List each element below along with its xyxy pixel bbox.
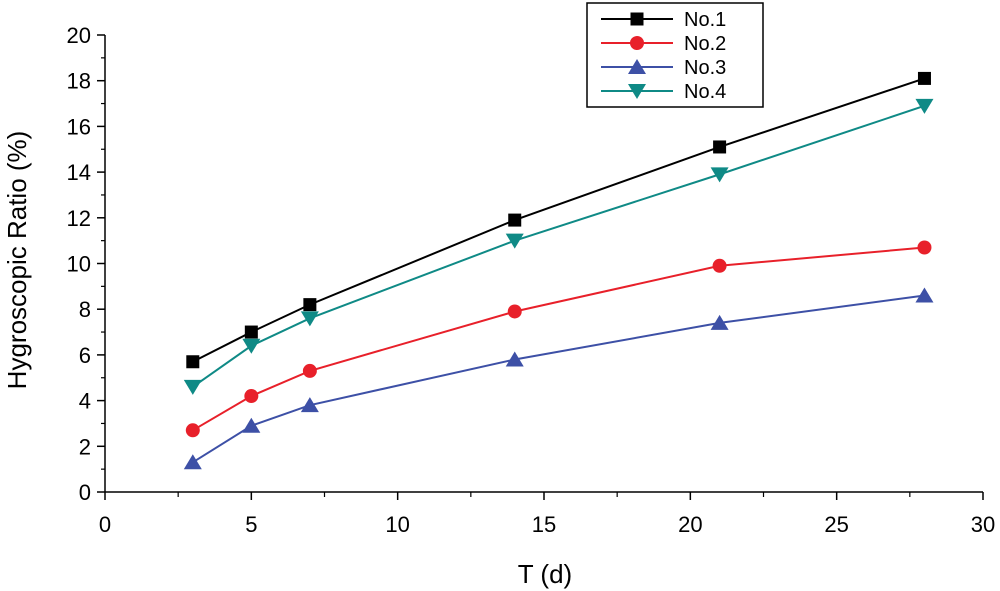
data-point bbox=[302, 363, 317, 378]
legend-marker bbox=[630, 12, 644, 26]
data-point bbox=[186, 355, 200, 369]
data-point bbox=[303, 298, 317, 312]
series-line bbox=[192, 77, 925, 363]
series-2 bbox=[185, 240, 932, 438]
x-tick-label: 0 bbox=[99, 512, 111, 537]
y-tick-label: 12 bbox=[67, 206, 91, 231]
x-tick-label: 30 bbox=[971, 512, 995, 537]
legend-label: No.1 bbox=[684, 9, 726, 31]
x-tick-label: 25 bbox=[824, 512, 848, 537]
y-tick-label: 20 bbox=[67, 23, 91, 48]
y-tick-label: 8 bbox=[79, 297, 91, 322]
x-tick-label: 10 bbox=[385, 512, 409, 537]
data-point bbox=[300, 311, 319, 327]
data-point bbox=[917, 71, 931, 85]
series-line bbox=[192, 246, 925, 432]
legend-marker bbox=[628, 84, 646, 99]
series-1 bbox=[186, 71, 931, 369]
data-point bbox=[183, 454, 202, 470]
y-tick-label: 4 bbox=[79, 389, 91, 414]
legend-marker bbox=[630, 36, 644, 50]
y-tick-label: 16 bbox=[67, 114, 91, 139]
legend-marker bbox=[628, 59, 646, 74]
y-tick-label: 0 bbox=[79, 480, 91, 505]
data-point bbox=[183, 379, 202, 395]
series-3 bbox=[183, 287, 934, 470]
series-line bbox=[192, 294, 925, 464]
data-point bbox=[505, 233, 524, 249]
data-point bbox=[712, 258, 727, 273]
data-point bbox=[713, 140, 727, 154]
series-4 bbox=[183, 98, 934, 395]
data-point bbox=[915, 98, 934, 114]
x-axis-title: T (d) bbox=[518, 559, 572, 589]
data-point bbox=[242, 338, 261, 354]
data-point bbox=[917, 240, 932, 255]
x-tick-label: 15 bbox=[532, 512, 556, 537]
legend-label: No.2 bbox=[684, 33, 726, 55]
data-point bbox=[915, 287, 934, 303]
data-point bbox=[710, 314, 729, 330]
series-layer bbox=[183, 71, 934, 470]
data-point bbox=[244, 325, 258, 339]
data-point bbox=[505, 351, 524, 367]
data-point bbox=[508, 213, 522, 227]
data-point bbox=[710, 167, 729, 183]
legend-label: No.3 bbox=[684, 57, 726, 79]
y-tick-label: 10 bbox=[67, 252, 91, 277]
axes: 0 2 4 6 8 10 12 14 16 18 20 0 5 10 15 20 25 30 bbox=[67, 23, 996, 537]
y-tick-label: 14 bbox=[67, 160, 91, 185]
y-tick-label: 2 bbox=[79, 434, 91, 459]
y-axis-title: Hygroscopic Ratio (%) bbox=[2, 131, 32, 390]
legend-box bbox=[586, 2, 764, 108]
x-tick-label: 5 bbox=[245, 512, 257, 537]
data-point bbox=[300, 397, 319, 413]
y-tick-label: 18 bbox=[67, 69, 91, 94]
series-line bbox=[192, 104, 925, 388]
data-point bbox=[507, 304, 522, 319]
data-point bbox=[185, 423, 200, 438]
legend: No.1No.2No.3No.4 bbox=[586, 2, 764, 108]
y-tick-label: 6 bbox=[79, 343, 91, 368]
legend-label: No.4 bbox=[684, 81, 726, 103]
x-tick-label: 20 bbox=[678, 512, 702, 537]
data-point bbox=[244, 389, 259, 404]
data-point bbox=[242, 417, 261, 433]
